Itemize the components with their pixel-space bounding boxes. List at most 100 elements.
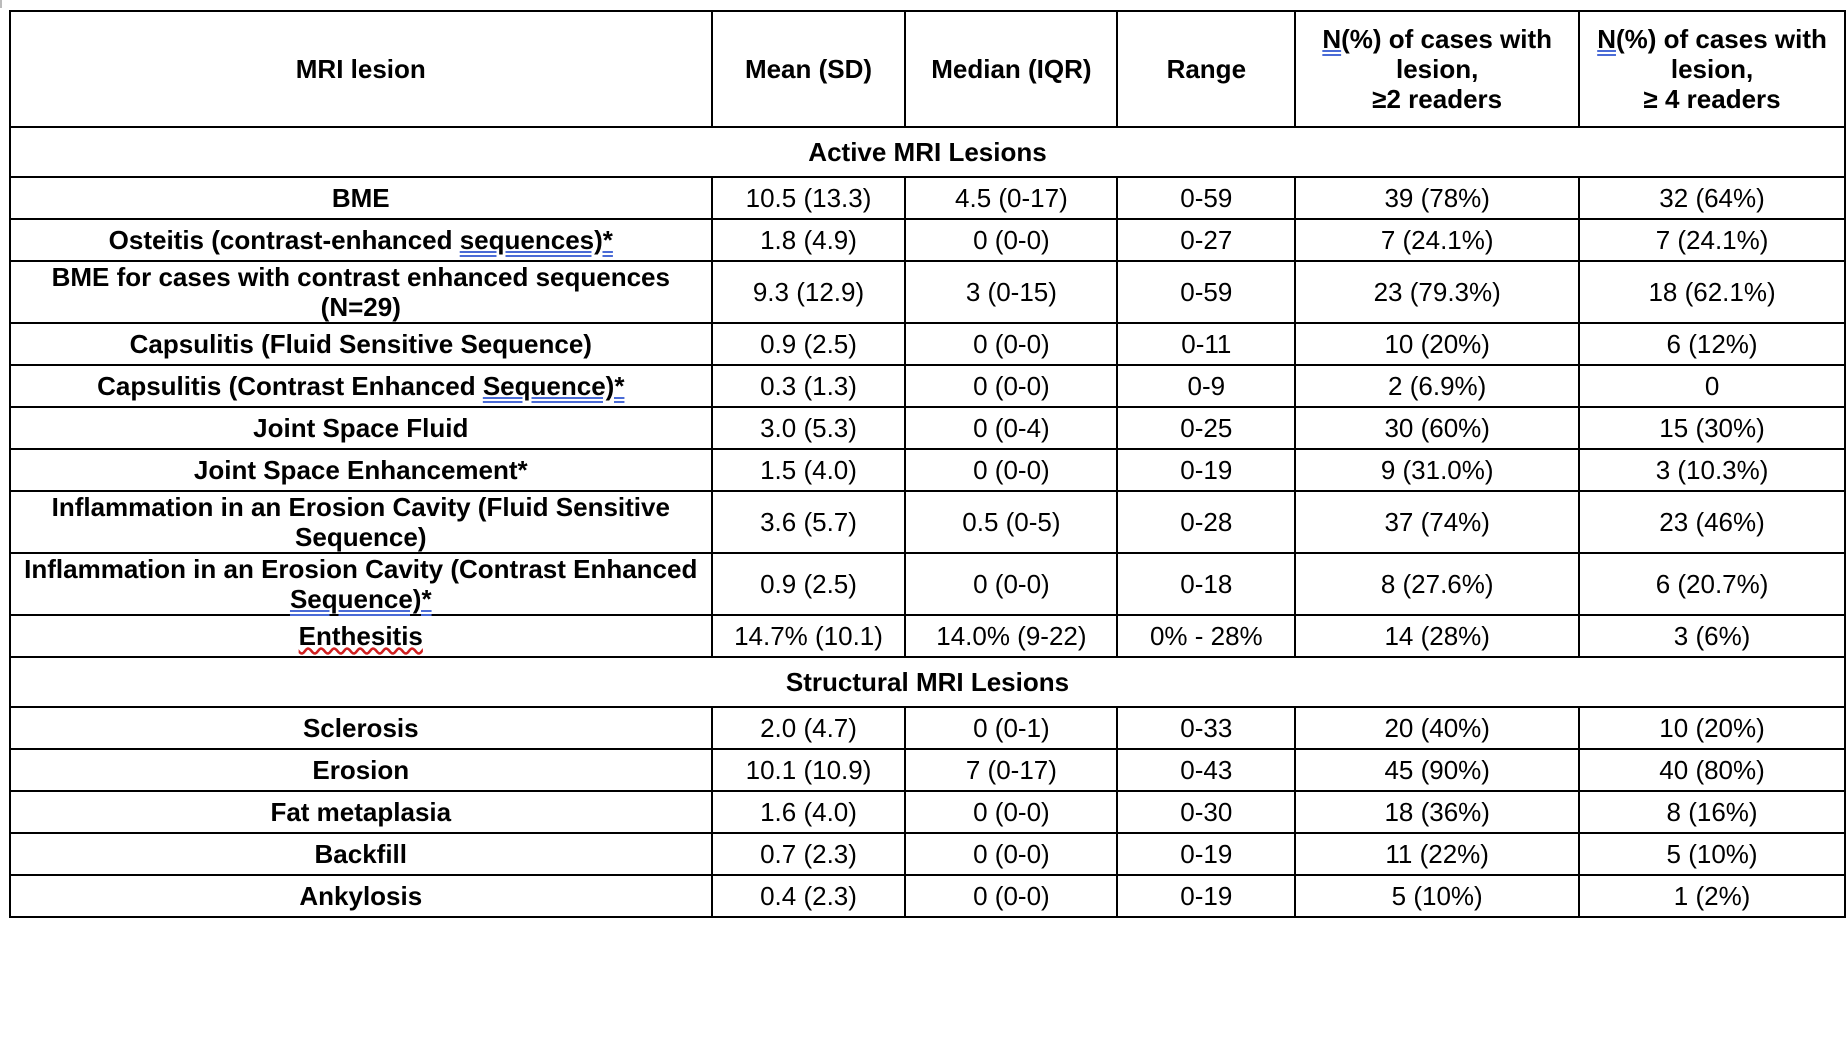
cases-2-readers-cell: 39 (78%) xyxy=(1294,176,1581,220)
range-cell: 0-11 xyxy=(1116,322,1297,366)
lesion-label: Joint Space Fluid xyxy=(9,406,713,450)
median-iqr-cell: 0 (0-0) xyxy=(904,790,1119,834)
cases-4-readers-cell: 32 (64%) xyxy=(1578,176,1846,220)
section-title: Active MRI Lesions xyxy=(9,126,1846,178)
cases-2-readers-cell: 2 (6.9%) xyxy=(1294,364,1581,408)
mean-sd-cell: 0.4 (2.3) xyxy=(710,874,907,918)
cases-4-readers-cell: 5 (10%) xyxy=(1578,832,1846,876)
lesion-label: Erosion xyxy=(9,748,713,792)
table-row: Capsulitis (Contrast Enhanced Sequence)*… xyxy=(9,364,1846,408)
median-iqr-cell: 3 (0-15) xyxy=(904,260,1119,324)
range-cell: 0-19 xyxy=(1116,448,1297,492)
mean-sd-cell: 0.3 (1.3) xyxy=(710,364,907,408)
median-iqr-cell: 0 (0-0) xyxy=(904,832,1119,876)
mean-sd-cell: 1.8 (4.9) xyxy=(710,218,907,262)
cases-4-readers-cell: 8 (16%) xyxy=(1578,790,1846,834)
table-row: Capsulitis (Fluid Sensitive Sequence) 0.9… xyxy=(9,322,1846,366)
cases-2-readers-cell: 45 (90%) xyxy=(1294,748,1581,792)
section-row: Active MRI Lesions xyxy=(9,126,1846,178)
header-mean-sd: Mean (SD) xyxy=(710,10,907,128)
lesion-label: Inflammation in an Erosion Cavity (Fluid… xyxy=(9,490,713,554)
range-cell: 0-18 xyxy=(1116,552,1297,616)
lesion-label-underlined: Sequence)* xyxy=(289,584,432,614)
header-readers-threshold: ≥2 readers xyxy=(1372,84,1503,114)
lesion-label: Fat metaplasia xyxy=(9,790,713,834)
lesion-label-text: Capsulitis (Contrast Enhanced xyxy=(97,371,483,401)
table-row: Ankylosis 0.4 (2.3) 0 (0-0) 0-19 5 (10%) 1 (2… xyxy=(9,874,1846,918)
cases-2-readers-cell: 14 (28%) xyxy=(1294,614,1581,658)
header-cases-text: (%) of cases with lesion, xyxy=(1341,24,1553,84)
header-n-abbrev: N xyxy=(1322,24,1342,54)
median-iqr-cell: 0 (0-0) xyxy=(904,874,1119,918)
cases-2-readers-cell: 7 (24.1%) xyxy=(1294,218,1581,262)
mri-lesion-table: MRI lesion Mean (SD) Median (IQR) Range … xyxy=(9,10,1846,918)
range-cell: 0-19 xyxy=(1116,832,1297,876)
median-iqr-cell: 0 (0-0) xyxy=(904,448,1119,492)
cases-4-readers-cell: 23 (46%) xyxy=(1578,490,1846,554)
lesion-label: Ankylosis xyxy=(9,874,713,918)
cases-2-readers-cell: 11 (22%) xyxy=(1294,832,1581,876)
table-row: Joint Space Fluid 3.0 (5.3) 0 (0-4) 0-25 30 … xyxy=(9,406,1846,450)
header-median-iqr: Median (IQR) xyxy=(904,10,1119,128)
cases-2-readers-cell: 20 (40%) xyxy=(1294,706,1581,750)
mean-sd-cell: 9.3 (12.9) xyxy=(710,260,907,324)
range-cell: 0-59 xyxy=(1116,260,1297,324)
cases-4-readers-cell: 15 (30%) xyxy=(1578,406,1846,450)
document-page: MRI lesion Mean (SD) Median (IQR) Range … xyxy=(9,10,1846,918)
range-cell: 0-43 xyxy=(1116,748,1297,792)
table-body: Active MRI Lesions BME 10.5 (13.3) 4.5 (0-1… xyxy=(9,126,1846,918)
header-cases-4-readers: N(%) of cases with lesion, ≥ 4 readers xyxy=(1578,10,1846,128)
mean-sd-cell: 1.6 (4.0) xyxy=(710,790,907,834)
lesion-label-spellcheck: Enthesitis xyxy=(298,621,423,651)
range-cell: 0% - 28% xyxy=(1116,614,1297,658)
median-iqr-cell: 4.5 (0-17) xyxy=(904,176,1119,220)
table-row: Inflammation in an Erosion Cavity (Fluid… xyxy=(9,490,1846,554)
mean-sd-cell: 10.1 (10.9) xyxy=(710,748,907,792)
median-iqr-cell: 7 (0-17) xyxy=(904,748,1119,792)
lesion-label: BME xyxy=(9,176,713,220)
cases-2-readers-cell: 18 (36%) xyxy=(1294,790,1581,834)
median-iqr-cell: 0 (0-0) xyxy=(904,322,1119,366)
median-iqr-cell: 14.0% (9-22) xyxy=(904,614,1119,658)
mean-sd-cell: 3.6 (5.7) xyxy=(710,490,907,554)
table-row: Osteitis (contrast-enhanced sequences)* 1… xyxy=(9,218,1846,262)
median-iqr-cell: 0 (0-0) xyxy=(904,552,1119,616)
median-iqr-cell: 0 (0-0) xyxy=(904,218,1119,262)
lesion-label: Enthesitis xyxy=(9,614,713,658)
cases-4-readers-cell: 3 (6%) xyxy=(1578,614,1846,658)
range-cell: 0-25 xyxy=(1116,406,1297,450)
cases-4-readers-cell: 7 (24.1%) xyxy=(1578,218,1846,262)
mean-sd-cell: 14.7% (10.1) xyxy=(710,614,907,658)
range-cell: 0-19 xyxy=(1116,874,1297,918)
lesion-label-text: Osteitis (contrast-enhanced xyxy=(108,225,460,255)
table-row: Erosion 10.1 (10.9) 7 (0-17) 0-43 45 (90%) 40… xyxy=(9,748,1846,792)
table-row: BME for cases with contrast enhanced seq… xyxy=(9,260,1846,324)
cases-4-readers-cell: 1 (2%) xyxy=(1578,874,1846,918)
median-iqr-cell: 0 (0-1) xyxy=(904,706,1119,750)
range-cell: 0-9 xyxy=(1116,364,1297,408)
lesion-label: Backfill xyxy=(9,832,713,876)
range-cell: 0-28 xyxy=(1116,490,1297,554)
lesion-label: BME for cases with contrast enhanced seq… xyxy=(9,260,713,324)
cases-2-readers-cell: 23 (79.3%) xyxy=(1294,260,1581,324)
header-range: Range xyxy=(1116,10,1297,128)
lesion-label: Joint Space Enhancement* xyxy=(9,448,713,492)
range-cell: 0-33 xyxy=(1116,706,1297,750)
lesion-label-text: Inflammation in an Erosion Cavity (Contr… xyxy=(24,554,698,584)
lesion-label-underlined: Sequence)* xyxy=(482,371,625,401)
lesion-label: Capsulitis (Fluid Sensitive Sequence) xyxy=(9,322,713,366)
mean-sd-cell: 2.0 (4.7) xyxy=(710,706,907,750)
mean-sd-cell: 0.9 (2.5) xyxy=(710,322,907,366)
table-row: Inflammation in an Erosion Cavity (Contr… xyxy=(9,552,1846,616)
cases-2-readers-cell: 30 (60%) xyxy=(1294,406,1581,450)
lesion-label: Capsulitis (Contrast Enhanced Sequence)* xyxy=(9,364,713,408)
lesion-label: Osteitis (contrast-enhanced sequences)* xyxy=(9,218,713,262)
cases-2-readers-cell: 5 (10%) xyxy=(1294,874,1581,918)
cases-4-readers-cell: 10 (20%) xyxy=(1578,706,1846,750)
table-row: Sclerosis 2.0 (4.7) 0 (0-1) 0-33 20 (40%) 10 … xyxy=(9,706,1846,750)
table-row: Fat metaplasia 1.6 (4.0) 0 (0-0) 0-30 18 (36… xyxy=(9,790,1846,834)
lesion-label-underlined: sequences)* xyxy=(459,225,613,255)
table-row: Enthesitis 14.7% (10.1) 14.0% (9-22) 0% - 2… xyxy=(9,614,1846,658)
cases-4-readers-cell: 40 (80%) xyxy=(1578,748,1846,792)
header-n-abbrev: N xyxy=(1597,24,1616,54)
